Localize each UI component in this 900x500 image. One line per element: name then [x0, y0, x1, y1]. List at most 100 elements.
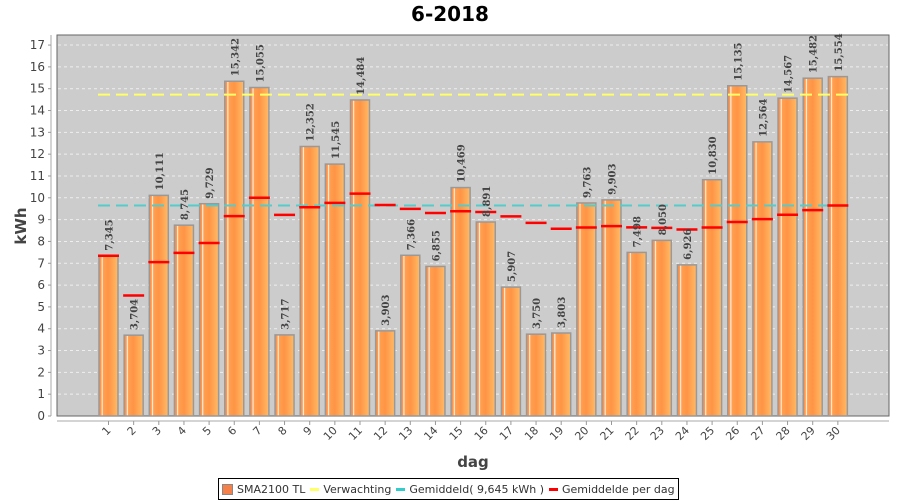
- value-label: 10,111: [155, 152, 166, 190]
- value-label: 8,891: [482, 186, 493, 217]
- legend: SMA2100 TL Verwachting Gemiddeld( 9,645 …: [218, 478, 679, 500]
- bar: [123, 334, 144, 417]
- bar: [550, 332, 572, 417]
- x-tick-label: 6: [225, 424, 239, 438]
- x-axis-label: dag: [457, 453, 489, 471]
- legend-label: Gemiddeld( 9,645 kWh ): [409, 482, 545, 496]
- legend-swatch-bar: [222, 483, 233, 495]
- y-tick-label: 8: [37, 234, 45, 248]
- bar: [802, 77, 823, 417]
- x-tick-label: 21: [598, 424, 617, 443]
- bar: [98, 254, 119, 417]
- y-tick-label: 13: [30, 125, 45, 139]
- chart-title: 6-2018: [411, 2, 489, 26]
- value-label: 14,484: [356, 57, 367, 95]
- value-label: 9,903: [608, 164, 619, 195]
- value-label: 5,907: [507, 251, 518, 282]
- value-label: 15,554: [834, 33, 845, 71]
- value-label: 15,482: [809, 35, 820, 73]
- value-label: 7,345: [105, 219, 116, 250]
- gridlines: [58, 44, 888, 395]
- y-tick-label: 1: [37, 387, 45, 401]
- x-tick-label: 8: [276, 424, 290, 438]
- legend-item-sma2100: SMA2100 TL: [222, 483, 305, 496]
- bar: [374, 330, 396, 417]
- x-ticks: 1 2 3 4 5 6 7 8 9 10 11 12 13 14 15 16 17 18 19 20 21 22 23 24 2…: [99, 421, 843, 443]
- value-label: 3,717: [281, 299, 292, 330]
- x-tick-label: 4: [175, 424, 189, 438]
- x-tick-label: 27: [748, 424, 767, 443]
- y-axis-label: kWh: [12, 207, 30, 244]
- x-tick-label: 19: [547, 424, 566, 443]
- y-tick-label: 3: [37, 344, 45, 358]
- bar: [777, 97, 798, 417]
- bar: [148, 194, 170, 417]
- x-tick-label: 10: [321, 424, 340, 443]
- legend-item-gemiddelde-per-dag: Gemiddelde per dag: [549, 483, 675, 496]
- bar: [173, 224, 195, 417]
- y-tick-label: 17: [30, 38, 45, 52]
- y-tick-label: 15: [30, 82, 45, 96]
- x-tick-label: 9: [301, 424, 315, 438]
- value-label: 7,498: [633, 216, 644, 247]
- bar: [400, 254, 421, 417]
- y-tick-label: 10: [30, 191, 45, 205]
- bars: [98, 75, 849, 417]
- y-tick-label: 4: [37, 322, 45, 336]
- value-label: 12,564: [758, 99, 769, 137]
- bar: [701, 178, 723, 417]
- legend-label: Verwachting: [323, 482, 392, 496]
- bar: [249, 86, 270, 417]
- value-label: 14,567: [784, 55, 795, 93]
- bar: [626, 251, 647, 417]
- x-tick-label: 26: [723, 424, 742, 443]
- y-tick-label: 14: [30, 104, 45, 118]
- x-tick-label: 29: [799, 424, 818, 443]
- y-tick-label: 12: [30, 147, 45, 161]
- value-label: 15,055: [255, 44, 266, 82]
- plot-area: [56, 34, 890, 417]
- bar: [349, 99, 371, 417]
- bar: [274, 334, 295, 417]
- value-label: 3,704: [130, 299, 141, 330]
- value-label: 6,855: [431, 230, 442, 261]
- value-label: 15,342: [230, 38, 241, 76]
- legend-swatch-red-line: [549, 487, 559, 491]
- y-tick-label: 7: [37, 256, 45, 270]
- daily-average-markers: [98, 192, 849, 297]
- x-tick-label: 11: [346, 424, 365, 443]
- bar: [576, 202, 597, 417]
- bar: [450, 186, 471, 417]
- bar: [475, 221, 496, 417]
- value-label: 7,366: [406, 219, 417, 250]
- value-label: 3,903: [381, 294, 392, 325]
- x-tick-label: 22: [623, 424, 642, 443]
- bar: [525, 333, 547, 417]
- bar: [827, 75, 849, 417]
- x-tick-label: 30: [824, 424, 843, 443]
- value-label: 10,469: [457, 144, 468, 182]
- bar: [651, 239, 673, 417]
- value-labels: 7,345 3,704 10,111 8,745 9,729 15,342 15,055 3,…: [105, 33, 845, 330]
- value-label: 11,545: [331, 121, 342, 159]
- x-tick-label: 2: [125, 424, 139, 438]
- bar: [500, 286, 522, 417]
- legend-swatch-yellow-line: [310, 487, 320, 491]
- y-tick-label: 11: [30, 169, 45, 183]
- x-tick-label: 23: [648, 424, 667, 443]
- bar: [727, 85, 748, 417]
- x-tick-label: 18: [522, 424, 541, 443]
- x-tick-label: 15: [447, 424, 466, 443]
- x-tick-label: 3: [150, 424, 164, 438]
- x-tick-label: 5: [200, 424, 214, 438]
- x-tick-label: 20: [572, 424, 591, 443]
- x-tick-label: 16: [472, 424, 491, 443]
- y-tick-label: 16: [30, 60, 45, 74]
- value-label: 12,352: [306, 103, 317, 141]
- value-label: 3,803: [557, 297, 568, 328]
- bar: [752, 141, 773, 417]
- x-tick-label: 12: [371, 424, 390, 443]
- value-label: 10,830: [708, 136, 719, 174]
